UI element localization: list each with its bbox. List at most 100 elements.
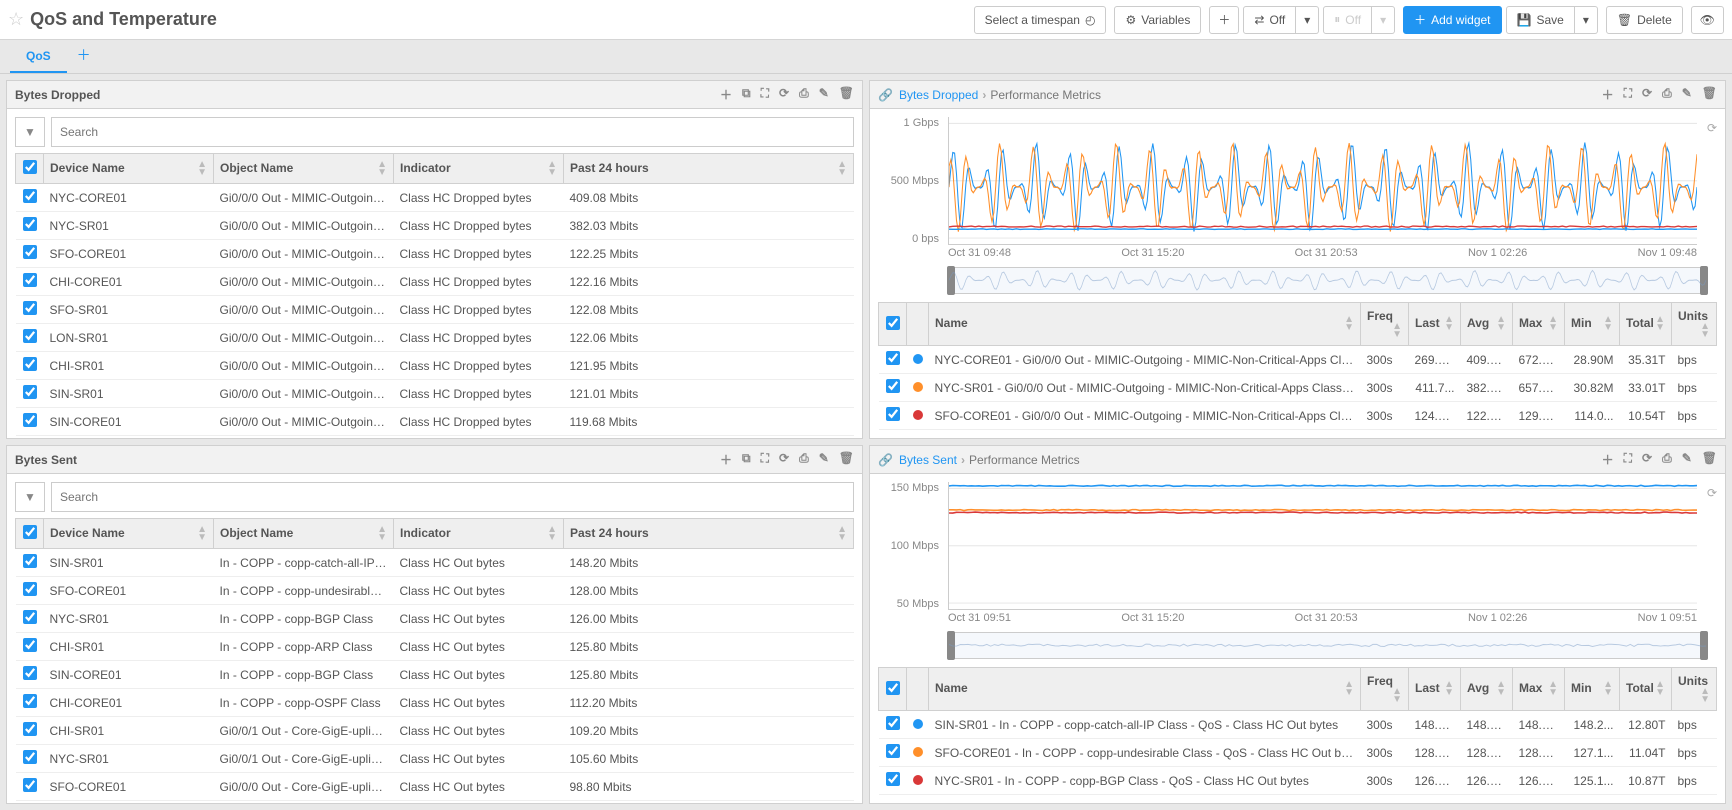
legend-row[interactable]: SFO-CORE01 - Gi0/0/0 Out - MIMIC-Outgoin… <box>879 402 1717 430</box>
add-icon[interactable]: ＋ <box>1602 86 1614 103</box>
expand-icon[interactable]: ⛶ <box>761 86 769 103</box>
breadcrumb-parent[interactable]: Bytes Dropped <box>899 88 978 102</box>
save-button[interactable]: 💾 Save <box>1506 6 1575 34</box>
row-checkbox[interactable] <box>23 413 37 427</box>
expand-icon[interactable]: ⛶ <box>1624 451 1632 468</box>
row-checkbox[interactable] <box>23 582 37 596</box>
export-icon[interactable]: ⎙ <box>1662 451 1672 468</box>
sort-icon[interactable]: ▲▼ <box>1444 681 1454 697</box>
sort-icon[interactable]: ▲▼ <box>1603 681 1613 697</box>
filter-button[interactable]: ▼ <box>15 117 45 147</box>
row-checkbox[interactable] <box>886 744 900 758</box>
link-icon[interactable]: 🔗 <box>878 453 893 467</box>
table-row[interactable]: LON-SR01Gi0/0/0 Out - MIMIC-Outgoing - M… <box>16 324 854 352</box>
sort-icon[interactable]: ▲▼ <box>377 526 387 542</box>
filter-button[interactable]: ▼ <box>15 482 45 512</box>
table-row[interactable]: CHI-CORE01Gi0/0/0 Out - MIMIC-Outgoing -… <box>16 268 854 296</box>
row-checkbox[interactable] <box>23 610 37 624</box>
legend-row[interactable]: NYC-SR01 - In - COPP - copp-BGP Class - … <box>879 767 1717 795</box>
table-row[interactable]: SFO-CORE01Gi0/0/0 Out - Core-GigE-uplink… <box>16 773 854 801</box>
table-row[interactable]: NYC-SR01In - COPP - copp-BGP ClassClass … <box>16 605 854 633</box>
sort-icon[interactable]: ▲▼ <box>547 161 557 177</box>
add-button[interactable]: ＋ <box>1209 6 1239 34</box>
sort-icon[interactable]: ▲▼ <box>1548 681 1558 697</box>
sort-icon[interactable]: ▲▼ <box>197 526 207 542</box>
save-dropdown[interactable]: ▾ <box>1575 6 1598 34</box>
timespan-button[interactable]: Select a timespan ◴ <box>974 6 1107 34</box>
search-input[interactable] <box>51 117 854 147</box>
chart-refresh-icon[interactable]: ⟳ <box>1707 121 1717 135</box>
table-row[interactable]: CHI-SR01Gi0/0/0 Out - MIMIC-Outgoing - M… <box>16 352 854 380</box>
row-checkbox[interactable] <box>886 407 900 421</box>
row-checkbox[interactable] <box>886 716 900 730</box>
select-all-checkbox[interactable] <box>886 681 900 695</box>
table-row[interactable]: SFO-CORE01Gi0/0/0 Out - MIMIC-Outgoing -… <box>16 240 854 268</box>
sort-icon[interactable]: ▲▼ <box>547 526 557 542</box>
add-icon[interactable]: ＋ <box>720 86 732 103</box>
expand-icon[interactable]: ⛶ <box>1624 86 1632 103</box>
row-checkbox[interactable] <box>23 694 37 708</box>
delete-panel-icon[interactable]: 🗑 <box>839 86 854 103</box>
legend-row[interactable]: SIN-SR01 - In - COPP - copp-catch-all-IP… <box>879 711 1717 739</box>
edit-icon[interactable]: ✎ <box>819 86 829 103</box>
row-checkbox[interactable] <box>23 638 37 652</box>
edit-icon[interactable]: ✎ <box>1682 86 1692 103</box>
edit-icon[interactable]: ✎ <box>1682 451 1692 468</box>
link-icon[interactable]: 🔗 <box>878 88 893 102</box>
row-checkbox[interactable] <box>23 666 37 680</box>
chart-plot[interactable] <box>948 117 1697 245</box>
legend-row[interactable]: NYC-CORE01 - Gi0/0/0 Out - MIMIC-Outgoin… <box>879 346 1717 374</box>
legend-row[interactable]: SFO-CORE01 - In - COPP - copp-undesirabl… <box>879 739 1717 767</box>
add-icon[interactable]: ＋ <box>1602 451 1614 468</box>
row-checkbox[interactable] <box>23 722 37 736</box>
sort-icon[interactable]: ▲▼ <box>377 161 387 177</box>
delete-panel-icon[interactable]: 🗑 <box>1702 451 1717 468</box>
delete-panel-icon[interactable]: 🗑 <box>839 451 854 468</box>
refresh-icon[interactable]: ⟳ <box>1642 86 1652 103</box>
chart-navigator[interactable] <box>948 632 1707 659</box>
refresh-icon[interactable]: ⟳ <box>779 86 789 103</box>
tab-qos[interactable]: QoS <box>10 41 67 73</box>
view-button[interactable]: 👁 <box>1691 6 1724 34</box>
share-dropdown[interactable]: ▾ <box>1296 6 1319 34</box>
delete-button[interactable]: 🗑 Delete <box>1606 6 1683 34</box>
sort-icon[interactable]: ▲▼ <box>1700 323 1710 339</box>
sort-icon[interactable]: ▲▼ <box>1444 316 1454 332</box>
copy-icon[interactable]: ⧉ <box>742 86 751 103</box>
sort-icon[interactable]: ▲▼ <box>1344 316 1354 332</box>
edit-icon[interactable]: ✎ <box>819 451 829 468</box>
search-input[interactable] <box>51 482 854 512</box>
export-icon[interactable]: ⎙ <box>1662 86 1672 103</box>
sort-icon[interactable]: ▲▼ <box>837 526 847 542</box>
row-checkbox[interactable] <box>23 778 37 792</box>
table-row[interactable]: SIN-CORE01In - COPP - copp-BGP ClassClas… <box>16 661 854 689</box>
export-icon[interactable]: ⎙ <box>799 451 809 468</box>
refresh-icon[interactable]: ⟳ <box>779 451 789 468</box>
table-row[interactable]: LON-SR01In - COPP - copp-LSPPING ClassCl… <box>16 801 854 804</box>
add-tab-button[interactable]: ＋ <box>67 37 101 73</box>
copy-icon[interactable]: ⧉ <box>742 451 751 468</box>
row-checkbox[interactable] <box>23 301 37 315</box>
expand-icon[interactable]: ⛶ <box>761 451 769 468</box>
breadcrumb-parent[interactable]: Bytes Sent <box>899 453 957 467</box>
row-checkbox[interactable] <box>23 189 37 203</box>
delete-panel-icon[interactable]: 🗑 <box>1702 86 1717 103</box>
table-row[interactable]: CHI-SR01Gi0/0/1 Out - Core-GigE-uplink -… <box>16 717 854 745</box>
export-icon[interactable]: ⎙ <box>799 86 809 103</box>
table-row[interactable]: NYC-CORE01Gi0/0/0 Out - MIMIC-Outgoing -… <box>16 184 854 212</box>
refresh-icon[interactable]: ⟳ <box>1642 451 1652 468</box>
add-widget-button[interactable]: ＋ Add widget <box>1403 6 1501 34</box>
chart-navigator[interactable] <box>948 267 1707 294</box>
row-checkbox[interactable] <box>23 357 37 371</box>
share-button[interactable]: ⇄ Off <box>1243 6 1296 34</box>
row-checkbox[interactable] <box>23 273 37 287</box>
chart-plot[interactable] <box>948 482 1697 610</box>
row-checkbox[interactable] <box>23 217 37 231</box>
table-row[interactable]: CHI-SR01In - COPP - copp-ARP ClassClass … <box>16 633 854 661</box>
chart-refresh-icon[interactable]: ⟳ <box>1707 486 1717 500</box>
sort-icon[interactable]: ▲▼ <box>1655 316 1665 332</box>
sort-icon[interactable]: ▲▼ <box>1655 681 1665 697</box>
select-all-checkbox[interactable] <box>23 160 37 174</box>
sort-icon[interactable]: ▲▼ <box>1496 316 1506 332</box>
sort-icon[interactable]: ▲▼ <box>1548 316 1558 332</box>
